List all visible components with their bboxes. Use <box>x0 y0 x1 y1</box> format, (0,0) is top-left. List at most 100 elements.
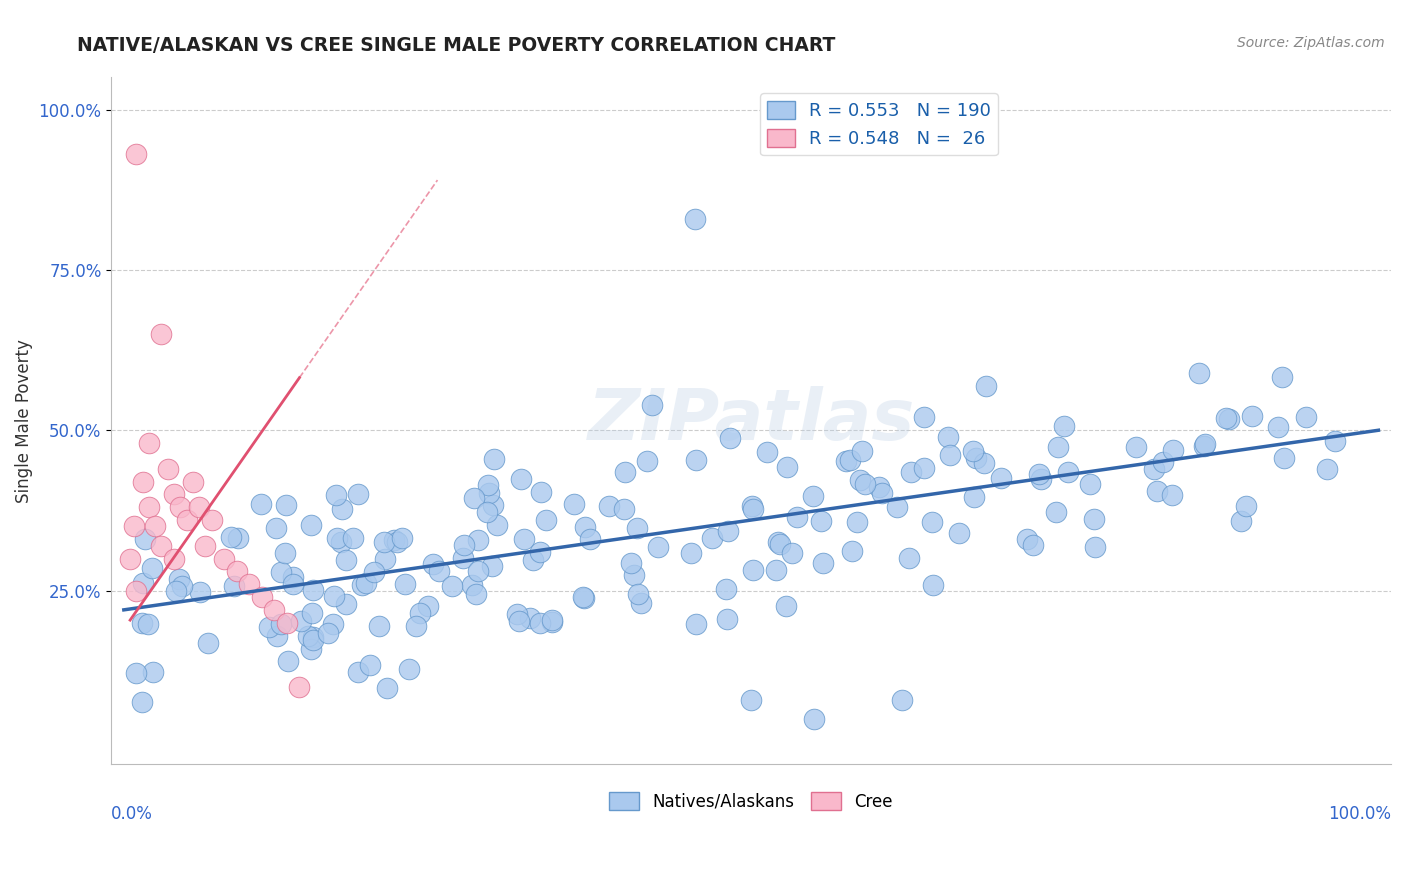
Point <box>641 398 664 412</box>
Point <box>197 636 219 650</box>
Point <box>810 514 832 528</box>
Point <box>1045 505 1067 519</box>
Point <box>326 531 349 545</box>
Point <box>276 615 298 630</box>
Point <box>636 454 658 468</box>
Point <box>325 487 347 501</box>
Point <box>529 615 551 630</box>
Text: 100.0%: 100.0% <box>1329 805 1391 823</box>
Text: NATIVE/ALASKAN VS CREE SINGLE MALE POVERTY CORRELATION CHART: NATIVE/ALASKAN VS CREE SINGLE MALE POVER… <box>77 36 835 54</box>
Point <box>897 551 920 566</box>
Point <box>1295 409 1317 424</box>
Point <box>912 410 935 425</box>
Point <box>685 453 707 467</box>
Point <box>522 552 544 566</box>
Point <box>238 577 260 591</box>
Point <box>427 564 450 578</box>
Point <box>222 579 245 593</box>
Point <box>519 611 541 625</box>
Point <box>973 456 995 470</box>
Point <box>623 568 645 582</box>
Point <box>1215 410 1237 425</box>
Point <box>150 539 173 553</box>
Point <box>1152 455 1174 469</box>
Point <box>1323 434 1346 448</box>
Point <box>167 572 190 586</box>
Point <box>510 471 533 485</box>
Text: ZIPatlas: ZIPatlas <box>588 386 915 455</box>
Point <box>409 607 432 621</box>
Point <box>482 452 505 467</box>
Point <box>120 551 142 566</box>
Point <box>1161 443 1184 458</box>
Point <box>841 544 863 558</box>
Point <box>870 486 893 500</box>
Point <box>219 530 242 544</box>
Point <box>1218 412 1240 426</box>
Point <box>1146 484 1168 499</box>
Point <box>141 665 163 679</box>
Point <box>225 565 247 579</box>
Point <box>571 590 593 604</box>
Point <box>212 551 235 566</box>
Point <box>125 583 148 598</box>
Point <box>613 465 636 479</box>
Point <box>534 513 557 527</box>
Point <box>702 532 724 546</box>
Point <box>188 500 211 515</box>
Point <box>922 578 945 592</box>
Point <box>453 538 475 552</box>
Point <box>1125 440 1147 454</box>
Point <box>302 631 325 645</box>
Point <box>921 515 943 529</box>
Point <box>150 326 173 341</box>
Point <box>786 510 808 524</box>
Point <box>131 475 153 489</box>
Point <box>290 614 312 628</box>
Point <box>132 575 155 590</box>
Point <box>613 502 636 516</box>
Point <box>263 603 285 617</box>
Point <box>163 487 186 501</box>
Point <box>478 485 501 500</box>
Point <box>257 620 280 634</box>
Point <box>124 665 146 680</box>
Point <box>451 551 474 566</box>
Point <box>226 531 249 545</box>
Point <box>394 577 416 591</box>
Point <box>347 486 370 500</box>
Point <box>1022 538 1045 552</box>
Point <box>626 520 648 534</box>
Point <box>281 577 304 591</box>
Point <box>627 587 650 601</box>
Point <box>685 617 707 632</box>
Point <box>974 379 997 393</box>
Point <box>900 465 922 479</box>
Point <box>422 557 444 571</box>
Point <box>374 552 396 566</box>
Point <box>475 506 498 520</box>
Point <box>188 584 211 599</box>
Point <box>740 692 762 706</box>
Point <box>780 546 803 560</box>
Point <box>572 591 595 605</box>
Point <box>322 616 344 631</box>
Point <box>1143 462 1166 476</box>
Point <box>335 597 357 611</box>
Point <box>1160 487 1182 501</box>
Point <box>382 533 405 547</box>
Point <box>855 476 877 491</box>
Point <box>1234 499 1257 513</box>
Point <box>270 565 292 579</box>
Point <box>359 658 381 673</box>
Point <box>301 641 323 656</box>
Point <box>277 653 299 667</box>
Point <box>508 614 530 628</box>
Point <box>391 531 413 545</box>
Point <box>302 633 325 648</box>
Point <box>741 502 763 516</box>
Point <box>138 500 160 515</box>
Point <box>465 586 488 600</box>
Point <box>1192 439 1215 453</box>
Point <box>647 540 669 554</box>
